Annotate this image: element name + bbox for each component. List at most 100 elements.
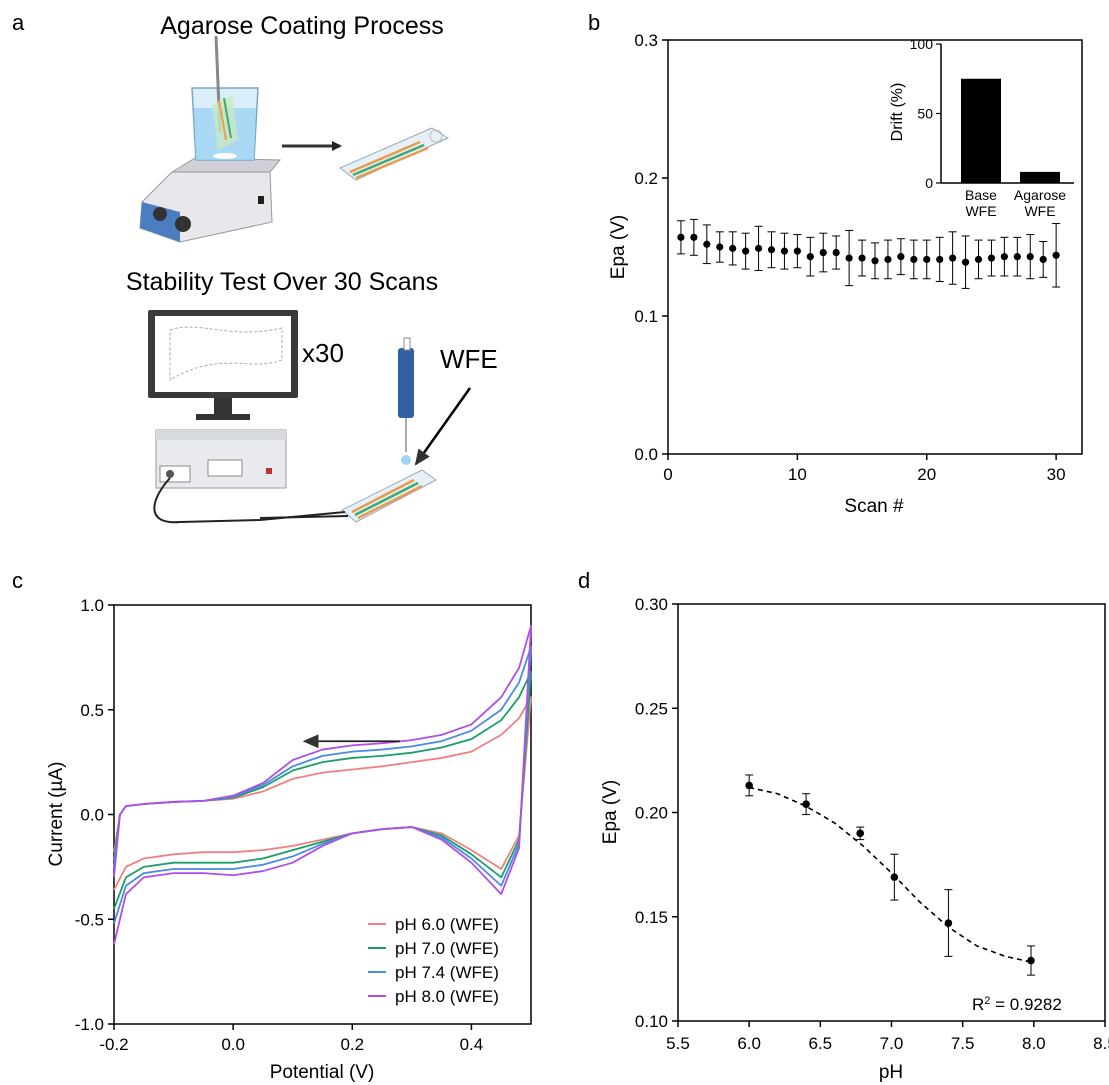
panel-c-plot-frame xyxy=(113,604,532,1025)
x-tick-label: 20 xyxy=(917,465,936,484)
illustration-panel-a: Agarose Coating Process xyxy=(126,12,498,524)
electrode-strip-icon xyxy=(339,127,450,181)
inset-y-tick-label: 100 xyxy=(910,36,934,52)
cyclic-voltammogram-chart: -0.2 0.0 0.2 0.4 -1.0 -0.5 0.0 0.5 1.0 pH 6.0 (WF… xyxy=(75,596,532,1054)
inset-category-label: Base xyxy=(965,187,997,203)
r-squared-annotation: R2 = 0.9282 xyxy=(972,995,1062,1014)
data-point xyxy=(974,255,983,264)
y-tick-label: 0.30 xyxy=(635,595,668,614)
panel-d-y-axis-label: Epa (V) xyxy=(600,780,621,844)
y-tick-label: 1.0 xyxy=(80,596,104,615)
x-tick-label: 8.5 xyxy=(1093,1034,1109,1053)
electrode-pointer-arrow xyxy=(414,387,472,466)
monitor-icon xyxy=(148,310,298,420)
data-point xyxy=(987,254,996,262)
inset-category-label: WFE xyxy=(965,203,996,219)
panel-d-plot-frame xyxy=(677,603,1106,1022)
data-point xyxy=(745,781,753,790)
y-tick-label: 0.20 xyxy=(635,804,668,823)
x-tick-label: 0.2 xyxy=(340,1035,364,1054)
panel-b-y-axis-label: Epa (V) xyxy=(608,215,629,279)
x-tick-label: 10 xyxy=(788,465,807,484)
panel-c-y-axis-label: Current (µA) xyxy=(46,762,67,867)
scan-stability-chart: 0 10 20 300.00.10.20.3050100BaseWFEAgaroseW… xyxy=(634,31,1074,484)
y-tick-label: 0.15 xyxy=(635,908,668,927)
repeat-label: x30 xyxy=(302,338,344,368)
data-point xyxy=(890,873,899,881)
beaker-icon xyxy=(191,35,259,161)
x-tick-label: 6.5 xyxy=(809,1034,833,1053)
data-point xyxy=(832,248,840,257)
inset-bar xyxy=(1020,171,1060,183)
panel-letter-d: d xyxy=(578,568,590,593)
y-tick-label: 0.5 xyxy=(80,701,104,720)
x-tick-label: 30 xyxy=(1047,465,1066,484)
data-point xyxy=(1039,255,1047,264)
potentiostat-icon xyxy=(155,429,287,489)
data-point xyxy=(845,254,853,262)
panel-b-x-axis-label: Scan # xyxy=(844,496,904,517)
data-point xyxy=(1000,253,1008,261)
cable xyxy=(153,477,346,524)
inset-y-tick-label: 50 xyxy=(917,106,933,122)
x-tick-label: 7.0 xyxy=(880,1034,904,1053)
data-point xyxy=(897,253,905,261)
electrode-strip-cabled-icon xyxy=(341,469,437,523)
cv-series-line xyxy=(113,646,532,924)
panel-d-x-axis-label: pH xyxy=(879,1062,903,1083)
cable xyxy=(259,515,349,519)
data-point xyxy=(944,919,953,927)
y-tick-label: 0.1 xyxy=(634,307,658,326)
data-point xyxy=(910,255,918,264)
data-point xyxy=(690,233,698,241)
data-point xyxy=(1052,251,1060,259)
data-point xyxy=(806,253,814,261)
fit-curve xyxy=(748,786,1035,964)
electrode-label: WFE xyxy=(440,344,498,374)
panel-letter-b: b xyxy=(588,10,600,35)
x-tick-label: 0 xyxy=(663,465,672,484)
data-point xyxy=(858,254,866,262)
panel-letter-a: a xyxy=(12,10,25,35)
inset-category-label: Agarose xyxy=(1014,187,1066,203)
x-tick-label: -0.2 xyxy=(99,1035,128,1054)
y-tick-label: -1.0 xyxy=(75,1015,104,1034)
data-point xyxy=(1027,956,1035,965)
y-tick-label: 0.2 xyxy=(634,169,658,188)
x-tick-label: 6.0 xyxy=(737,1034,761,1053)
pipette-icon xyxy=(398,337,414,465)
data-point xyxy=(949,254,957,262)
data-point xyxy=(856,829,864,838)
data-point xyxy=(936,255,944,264)
data-point xyxy=(677,233,685,241)
x-tick-label: 5.5 xyxy=(666,1034,690,1053)
data-point xyxy=(742,247,750,255)
x-tick-label: 7.5 xyxy=(951,1034,975,1053)
data-point xyxy=(923,255,931,264)
data-point xyxy=(884,255,892,264)
inset-y-tick-label: 0 xyxy=(925,175,933,191)
data-point xyxy=(961,258,970,266)
y-tick-label: 0.10 xyxy=(635,1012,668,1031)
illustration-title-bottom: Stability Test Over 30 Scans xyxy=(126,268,438,296)
data-point xyxy=(819,248,827,257)
legend-label: pH 7.4 (WFE) xyxy=(395,963,499,982)
inset-bar xyxy=(961,78,1001,183)
data-point xyxy=(1013,253,1021,261)
data-point xyxy=(1026,253,1034,261)
data-point xyxy=(802,800,810,808)
panel-b-plot-frame xyxy=(667,39,1083,455)
data-point xyxy=(780,247,789,255)
x-tick-label: 0.0 xyxy=(221,1035,245,1054)
x-tick-label: 0.4 xyxy=(460,1035,484,1054)
y-tick-label: 0.0 xyxy=(80,806,104,825)
data-point xyxy=(703,240,711,248)
x-tick-label: 8.0 xyxy=(1022,1034,1046,1053)
data-point xyxy=(754,244,763,252)
legend-label: pH 6.0 (WFE) xyxy=(395,915,499,934)
data-point xyxy=(716,243,724,251)
y-tick-label: 0.25 xyxy=(635,699,668,718)
data-point xyxy=(767,246,776,254)
y-tick-label: 0.3 xyxy=(634,31,658,50)
